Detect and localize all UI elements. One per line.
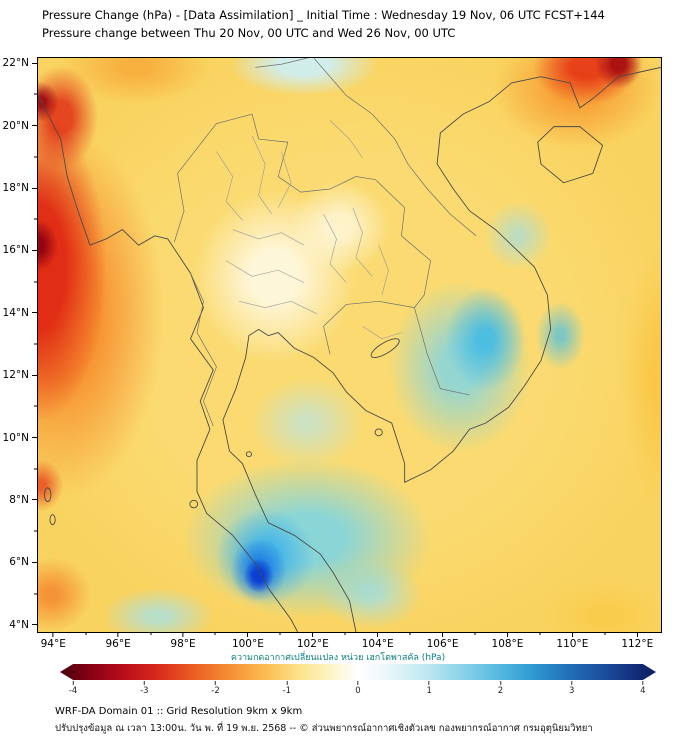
longitude-axis: 94°E 96°E 98°E 100°E 102°E 104°E 106°E 108°E 110…	[37, 632, 660, 652]
latitude-minor-tick	[34, 156, 37, 158]
domain-resolution-info: WRF-DA Domain 01 :: Grid Resolution 9km …	[55, 706, 303, 717]
colorbar-tick: 3	[569, 681, 574, 696]
latitude-minor-tick	[34, 405, 37, 407]
province-boundary-paths	[216, 120, 401, 338]
longitude-tick: 94°E	[41, 632, 66, 650]
longitude-minor-tick	[344, 632, 346, 635]
latitude-minor-tick	[34, 218, 37, 220]
coastline-paths	[38, 67, 661, 632]
longitude-minor-tick	[539, 632, 541, 635]
geography-overlay	[38, 58, 661, 632]
map-title-line1: Pressure Change (hPa) - [Data Assimilati…	[42, 8, 605, 22]
latitude-tick: 8°N	[9, 494, 37, 506]
colorbar-title: ความกดอากาศเปลี่ยนแปลง หน่วย เฮกโตพาสคัล…	[230, 653, 446, 663]
pressure-field	[38, 58, 661, 632]
latitude-axis: 4°N 6°N 8°N 10°N 12°N 14°N 16°N 18°N 20°N 22°N	[0, 57, 37, 631]
map-plot-frame	[37, 57, 662, 633]
latitude-tick: 6°N	[9, 556, 37, 568]
latitude-tick: 18°N	[3, 182, 37, 194]
colorbar-tick: -3	[140, 681, 149, 696]
map-header: Pressure Change (hPa) - [Data Assimilati…	[42, 7, 605, 42]
colorbar-tick: 0	[355, 681, 361, 696]
longitude-tick: 106°E	[427, 632, 459, 650]
longitude-minor-tick	[604, 632, 606, 635]
colorbar-tick: 1	[427, 681, 432, 696]
colorbar-tick: -1	[283, 681, 291, 696]
latitude-minor-tick	[34, 530, 37, 532]
longitude-tick: 110°E	[556, 632, 588, 650]
longitude-minor-tick	[474, 632, 476, 635]
longitude-tick: 102°E	[297, 632, 329, 650]
map-title-line2: Pressure change between Thu 20 Nov, 00 U…	[42, 25, 456, 40]
colorbar-tick: -2	[211, 681, 220, 696]
longitude-minor-tick	[85, 632, 87, 635]
colorbar-gradient	[60, 664, 656, 680]
latitude-minor-tick	[34, 593, 37, 595]
country-border-paths	[174, 58, 476, 426]
longitude-tick: 100°E	[232, 632, 264, 650]
latitude-tick: 14°N	[3, 307, 37, 319]
longitude-minor-tick	[214, 632, 216, 635]
longitude-tick: 108°E	[492, 632, 523, 650]
longitude-tick: 104°E	[362, 632, 394, 650]
latitude-tick: 4°N	[9, 619, 37, 631]
longitude-minor-tick	[409, 632, 411, 635]
map-footer: WRF-DA Domain 01 :: Grid Resolution 9km …	[55, 706, 593, 736]
longitude-minor-tick	[279, 632, 281, 635]
colorbar-tick: 4	[640, 681, 646, 696]
latitude-tick: 22°N	[3, 57, 37, 69]
latitude-minor-tick	[34, 343, 37, 345]
update-credit-info: ปรับปรุงข้อมูล ณ เวลา 13:00น. วัน พ. ที่…	[55, 723, 593, 734]
latitude-tick: 12°N	[3, 369, 37, 381]
colorbar-tick: 2	[498, 681, 503, 696]
latitude-minor-tick	[34, 468, 37, 470]
colorbar	[60, 664, 656, 680]
latitude-tick: 16°N	[3, 244, 37, 256]
latitude-tick: 10°N	[3, 432, 37, 444]
colorbar-tick: -4	[69, 681, 77, 696]
longitude-tick: 112°E	[621, 632, 653, 650]
latitude-tick: 20°N	[3, 120, 37, 132]
latitude-minor-tick	[34, 281, 37, 283]
longitude-tick: 96°E	[105, 632, 131, 650]
latitude-minor-tick	[34, 93, 37, 95]
longitude-minor-tick	[150, 632, 152, 635]
colorbar-ticks: -4 -3 -2 -1 0 1 2 3 4	[60, 681, 656, 697]
longitude-tick: 98°E	[170, 632, 196, 650]
